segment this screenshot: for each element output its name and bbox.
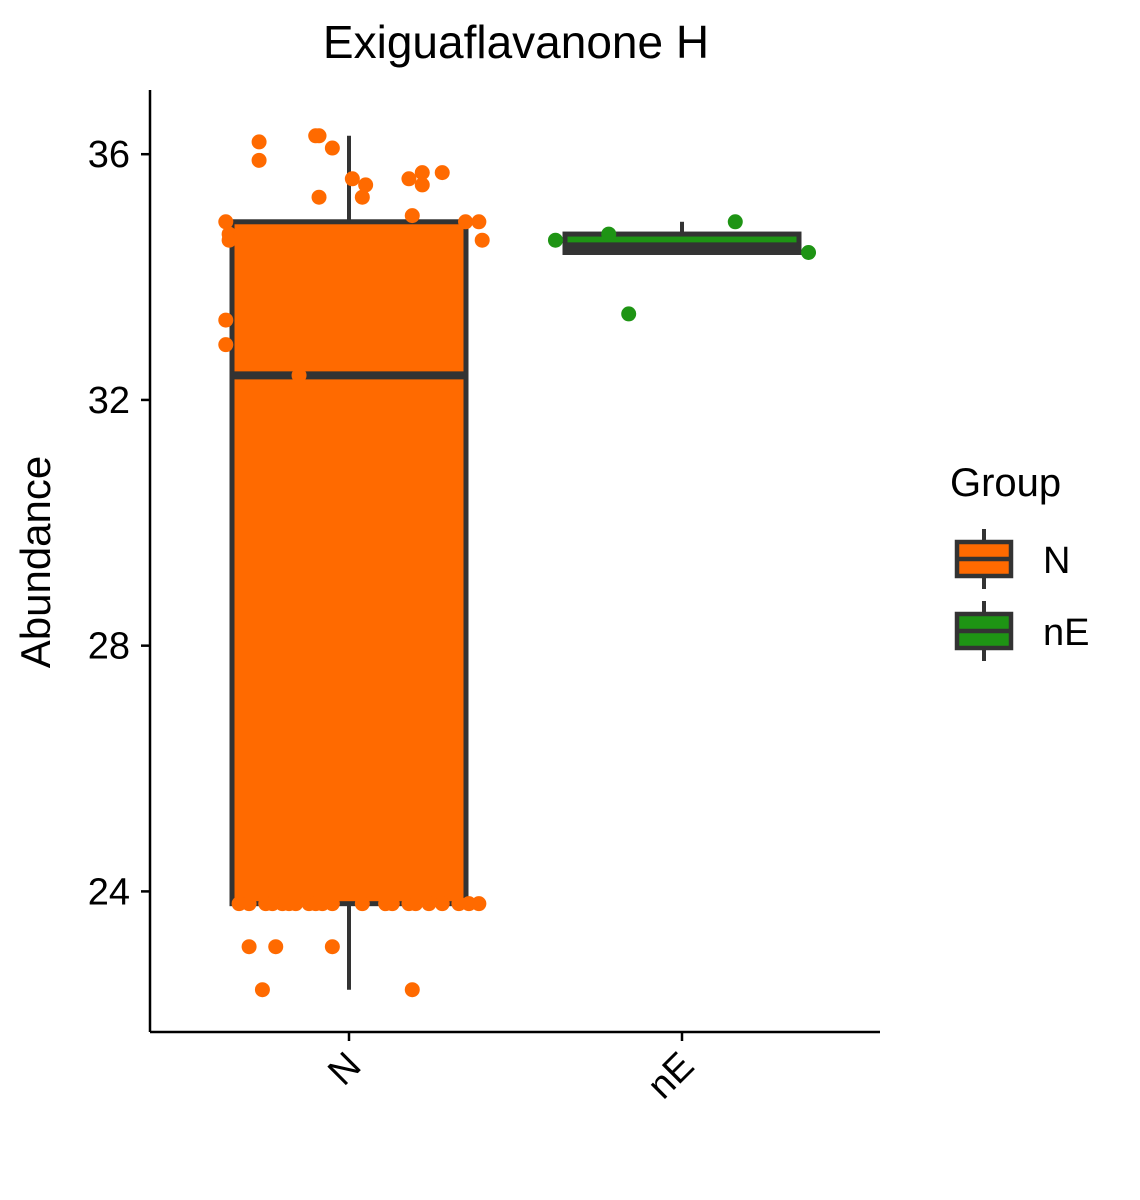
data-point-N-20	[218, 312, 234, 328]
y-tick-label-24: 24	[88, 871, 130, 913]
data-point-N-33	[324, 896, 340, 912]
data-point-nE-52	[801, 244, 817, 260]
y-tick-label-28: 28	[88, 626, 130, 668]
data-point-N-17	[218, 214, 234, 230]
data-point-N-22	[291, 367, 307, 383]
data-point-N-48	[404, 982, 420, 998]
data-point-N-19	[221, 232, 237, 248]
data-point-N-39	[421, 896, 437, 912]
legend-item-N: N	[954, 529, 1070, 589]
data-point-N-6	[344, 171, 360, 187]
data-point-N-11	[414, 177, 430, 193]
data-point-N-29	[288, 896, 304, 912]
data-point-nE-50	[601, 226, 617, 242]
data-point-N-47	[254, 982, 270, 998]
data-point-N-43	[471, 896, 487, 912]
data-point-N-5	[311, 189, 327, 205]
legend-title: Group	[950, 461, 1061, 505]
data-point-N-8	[354, 189, 370, 205]
x-tick-label-N: N	[320, 1045, 369, 1094]
chart-title: Exiguaflavanone H	[323, 16, 709, 68]
data-point-nE-53	[621, 306, 637, 322]
data-point-N-9	[401, 171, 417, 187]
box-N	[229, 135, 469, 990]
data-point-N-4	[324, 140, 340, 156]
data-point-N-46	[324, 939, 340, 955]
legend-label-N: N	[1043, 540, 1070, 582]
legend: Group NnE	[950, 461, 1089, 661]
data-point-N-36	[384, 896, 400, 912]
legend-item-nE: nE	[954, 601, 1089, 661]
data-point-nE-49	[547, 232, 563, 248]
data-point-N-34	[354, 896, 370, 912]
data-point-N-14	[458, 214, 474, 230]
data-point-N-13	[404, 208, 420, 224]
box-nE	[562, 221, 802, 255]
data-point-N-38	[408, 896, 424, 912]
data-point-N-3	[311, 128, 327, 144]
plot-area: 24 28 32 36 N nE	[88, 90, 880, 1107]
data-point-N-0	[251, 134, 267, 150]
data-point-N-21	[218, 337, 234, 353]
y-tick-label-32: 32	[88, 380, 130, 422]
data-point-N-40	[434, 896, 450, 912]
data-point-N-45	[268, 939, 284, 955]
data-point-N-44	[241, 939, 257, 955]
data-point-N-16	[474, 232, 490, 248]
y-axis-title: Abundance	[12, 456, 59, 669]
data-point-N-12	[434, 165, 450, 181]
data-point-N-10	[414, 165, 430, 181]
legend-label-nE: nE	[1043, 612, 1089, 654]
data-point-N-7	[358, 177, 374, 193]
box-rect-N	[229, 219, 469, 907]
y-tick-label-36: 36	[88, 134, 130, 176]
x-tick-label-nE: nE	[640, 1045, 703, 1108]
data-point-N-1	[251, 152, 267, 168]
data-point-N-15	[471, 214, 487, 230]
data-point-nE-51	[727, 214, 743, 230]
data-point-N-24	[241, 896, 257, 912]
